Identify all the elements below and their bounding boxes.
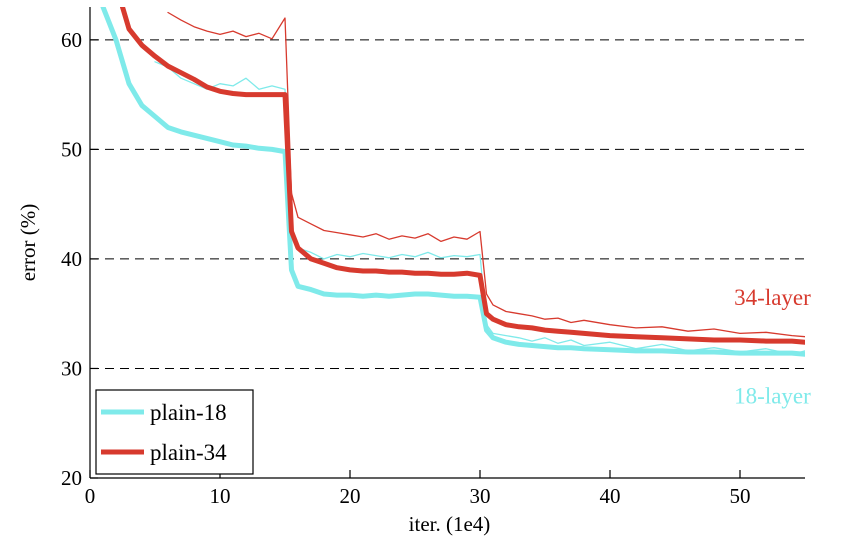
x-tick-label-0: 0 — [85, 484, 96, 508]
series-line-plain-18-val — [154, 61, 805, 355]
series-line-plain-34-train — [120, 7, 805, 345]
legend-label-plain-18: plain-18 — [150, 400, 227, 425]
y-axis-label: error (%) — [16, 204, 40, 282]
y-tick-label-40: 40 — [61, 247, 82, 271]
y-tick-label-30: 30 — [61, 356, 82, 380]
x-tick-label-30: 30 — [470, 484, 491, 508]
annotation-34-layer: 34-layer — [734, 285, 811, 310]
series-line-plain-34-val — [167, 11, 805, 338]
legend-label-plain-34: plain-34 — [150, 440, 227, 465]
x-tick-label-10: 10 — [210, 484, 231, 508]
y-tick-label-20: 20 — [61, 466, 82, 490]
x-tick-label-20: 20 — [340, 484, 361, 508]
y-tick-label-60: 60 — [61, 28, 82, 52]
legend-box — [95, 389, 254, 475]
annotation-18-layer: 18-layer — [734, 384, 811, 409]
grid-lines — [90, 39, 805, 369]
x-tick-label-50: 50 — [730, 484, 751, 508]
series-line-plain-18-train — [100, 7, 805, 357]
y-tick-label-50: 50 — [61, 137, 82, 161]
legend: plain-18 plain-34 — [95, 389, 254, 475]
series-lines — [100, 7, 805, 357]
x-tick-label-40: 40 — [600, 484, 621, 508]
axes: 0 10 20 30 40 50 20 30 40 50 60 iter. (1e4) error (%… — [16, 7, 805, 536]
annotations: 34-layer 18-layer — [734, 285, 811, 409]
x-axis-label: iter. (1e4) — [409, 512, 491, 536]
